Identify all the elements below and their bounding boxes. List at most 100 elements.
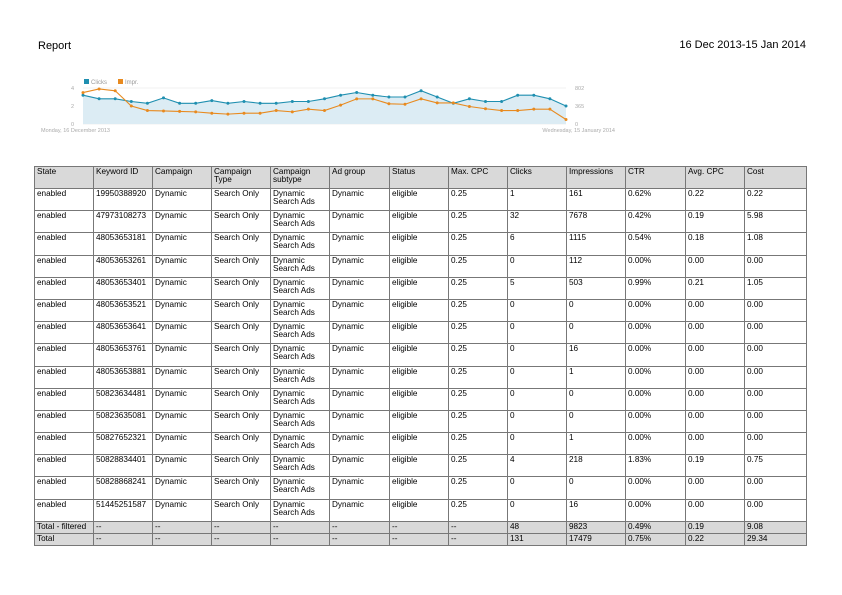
table-cell: Dynamic Search Ads	[270, 454, 330, 478]
report-table: State Keyword ID Campaign Campaign Type Camp…	[34, 166, 807, 546]
table-cell: Dynamic Search Ads	[270, 232, 330, 256]
table-cell: 0.00	[744, 409, 807, 434]
table-cell: 19950388920	[93, 187, 153, 212]
table-cell: 1	[566, 365, 626, 389]
table-cell: 0.00	[744, 343, 807, 367]
table-cell: --	[211, 520, 271, 534]
impressions-point	[306, 107, 310, 111]
table-row: enabled 48053653401 Dynamic Search Only Dyna…	[34, 276, 807, 300]
table-row: enabled 50828868241 Dynamic Search Only Dyna…	[34, 476, 807, 500]
table-cell: 0.00	[685, 409, 745, 434]
table-cell: Dynamic Search Ads	[270, 187, 330, 212]
table-cell: 0.19	[685, 210, 745, 234]
clicks-point	[371, 93, 375, 97]
table-cell: 0.25	[448, 498, 508, 522]
table-cell: 0.00	[685, 365, 745, 389]
table-row: enabled 50827652321 Dynamic Search Only Dyna…	[34, 432, 807, 456]
table-cell: 0.25	[448, 387, 508, 411]
table-cell: 48053653881	[93, 365, 153, 389]
table-cell: 0.00%	[625, 298, 686, 323]
legend-label-impressions: Impr.	[125, 80, 139, 86]
impressions-point	[403, 102, 407, 106]
table-cell: 1	[566, 432, 626, 456]
table-cell: 50823635081	[93, 409, 153, 434]
table-cell: enabled	[34, 476, 94, 500]
clicks-point	[194, 101, 198, 105]
table-cell: Search Only	[211, 498, 271, 522]
x-tick-label-start: Monday, 16 December 2013	[41, 128, 110, 134]
table-cell: Dynamic	[152, 343, 212, 367]
table-cell: --	[389, 520, 449, 534]
table-cell: Search Only	[211, 254, 271, 278]
impressions-point	[467, 104, 471, 108]
table-row: enabled 48053653881 Dynamic Search Only Dyna…	[34, 365, 807, 389]
table-cell: 0.75	[744, 454, 807, 478]
table-cell: enabled	[34, 432, 94, 456]
table-cell: eligible	[389, 476, 449, 500]
table-cell: enabled	[34, 454, 94, 478]
clicks-point	[339, 93, 343, 97]
table-cell: Search Only	[211, 276, 271, 300]
table-cell: 0	[507, 254, 567, 278]
legend-label-clicks: Clicks	[91, 80, 107, 86]
table-cell: Dynamic Search Ads	[270, 254, 330, 278]
impressions-point	[210, 111, 214, 115]
impressions-point	[290, 110, 294, 114]
table-cell: Dynamic	[329, 276, 390, 300]
table-cell: 0.25	[448, 187, 508, 212]
table-cell: 50823634481	[93, 387, 153, 411]
clicks-point	[113, 97, 117, 101]
table-cell: Dynamic Search Ads	[270, 343, 330, 367]
table-cell: Search Only	[211, 210, 271, 234]
table-cell: Dynamic	[152, 187, 212, 212]
impressions-point	[419, 97, 423, 101]
table-cell: Dynamic	[152, 454, 212, 478]
table-cell: Dynamic	[329, 210, 390, 234]
table-cell: 0	[507, 298, 567, 323]
table-cell: Dynamic	[152, 254, 212, 278]
table-cell: 0.00%	[625, 476, 686, 500]
column-header: Keyword ID	[93, 166, 153, 189]
table-cell: 0.25	[448, 409, 508, 434]
table-cell: Search Only	[211, 409, 271, 434]
table-cell: Dynamic	[152, 387, 212, 411]
table-cell: 50827652321	[93, 432, 153, 456]
table-cell: 0.00%	[625, 387, 686, 411]
clicks-point	[516, 93, 520, 97]
table-cell: 0.25	[448, 343, 508, 367]
table-cell: Dynamic	[329, 187, 390, 212]
impressions-point	[355, 97, 359, 101]
table-cell: 9823	[566, 520, 626, 534]
impressions-point	[226, 112, 230, 116]
table-cell: eligible	[389, 432, 449, 456]
table-cell: Dynamic Search Ads	[270, 387, 330, 411]
table-cell: 0.22	[685, 187, 745, 212]
table-cell: Dynamic	[152, 498, 212, 522]
table-cell: Total	[34, 532, 94, 546]
table-cell: 0.25	[448, 365, 508, 389]
clicks-point	[484, 100, 487, 103]
clicks-point	[162, 96, 165, 100]
table-row: enabled 50823635081 Dynamic Search Only Dyna…	[34, 409, 807, 434]
clicks-point	[81, 93, 85, 97]
table-cell: 112	[566, 254, 626, 278]
clicks-point	[387, 95, 391, 99]
table-cell: 0.00	[744, 498, 807, 522]
table-cell: Search Only	[211, 387, 271, 411]
impressions-point	[97, 87, 101, 91]
table-cell: 0	[507, 365, 567, 389]
table-cell: 0.00	[685, 254, 745, 278]
table-cell: eligible	[389, 187, 449, 212]
impressions-point	[162, 109, 165, 113]
table-cell: enabled	[34, 343, 94, 367]
table-cell: 0.25	[448, 210, 508, 234]
column-header: Cost	[744, 166, 807, 189]
clicks-point	[564, 104, 568, 108]
table-cell: --	[448, 532, 508, 546]
table-cell: enabled	[34, 498, 94, 522]
table-cell: Dynamic	[152, 365, 212, 389]
column-header: Campaign	[152, 166, 212, 189]
table-cell: --	[389, 532, 449, 546]
table-cell: 0.25	[448, 476, 508, 500]
column-header: CTR	[625, 166, 686, 189]
